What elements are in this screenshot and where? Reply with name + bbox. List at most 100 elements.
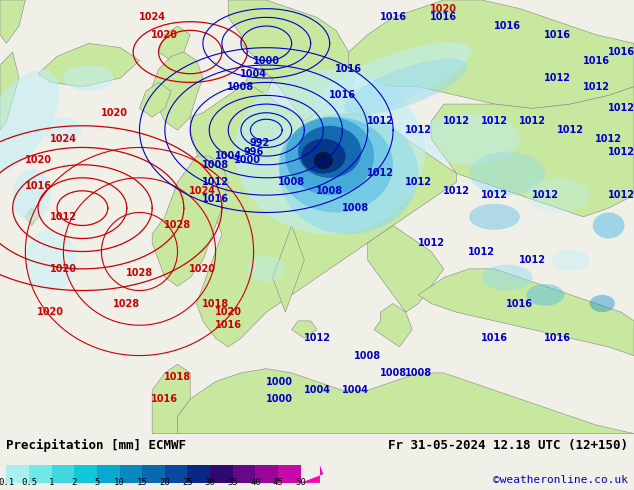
Text: 1012: 1012 [532, 190, 559, 200]
Ellipse shape [63, 65, 114, 91]
Polygon shape [273, 225, 304, 312]
Ellipse shape [298, 126, 361, 178]
Text: 1020: 1020 [101, 108, 127, 118]
Text: Fr 31-05-2024 12.18 UTC (12+150): Fr 31-05-2024 12.18 UTC (12+150) [387, 439, 628, 452]
Bar [29, 466, 51, 483]
Bar [278, 466, 301, 483]
Text: 1012: 1012 [595, 134, 622, 144]
Text: 1012: 1012 [418, 238, 444, 248]
Polygon shape [241, 70, 273, 104]
Text: 1016: 1016 [202, 195, 229, 204]
Ellipse shape [44, 117, 82, 143]
Text: 1012: 1012 [608, 190, 634, 200]
Text: 1012: 1012 [519, 117, 546, 126]
Polygon shape [0, 52, 19, 130]
Polygon shape [152, 52, 203, 130]
Text: 1012: 1012 [50, 212, 77, 222]
Bar [256, 466, 278, 483]
Ellipse shape [482, 265, 533, 291]
Text: 1000: 1000 [234, 155, 261, 166]
Text: 1016: 1016 [380, 12, 406, 23]
Text: 1016: 1016 [583, 56, 609, 66]
Text: 1012: 1012 [367, 169, 394, 178]
Ellipse shape [469, 204, 520, 230]
Polygon shape [158, 26, 190, 61]
Bar [165, 466, 188, 483]
Text: 1016: 1016 [608, 47, 634, 57]
Bar [6, 466, 29, 483]
Text: 1016: 1016 [545, 333, 571, 343]
Text: 1000: 1000 [266, 394, 292, 404]
Text: 1028: 1028 [126, 268, 153, 278]
Ellipse shape [526, 178, 590, 213]
Text: 25: 25 [182, 478, 193, 487]
Text: 1008: 1008 [342, 203, 368, 213]
Text: ©weatheronline.co.uk: ©weatheronline.co.uk [493, 475, 628, 486]
Text: 992: 992 [250, 138, 270, 148]
Text: 1008: 1008 [380, 368, 406, 378]
Ellipse shape [279, 113, 418, 234]
Text: 1012: 1012 [405, 177, 432, 187]
Text: 1008: 1008 [202, 160, 229, 170]
Text: 1012: 1012 [519, 255, 546, 265]
Text: 1016: 1016 [329, 90, 356, 100]
Ellipse shape [469, 152, 545, 195]
Text: 1012: 1012 [443, 186, 470, 196]
Text: 1024: 1024 [139, 12, 165, 23]
Text: 10: 10 [114, 478, 125, 487]
Polygon shape [190, 87, 456, 347]
Polygon shape [38, 44, 139, 87]
Text: 1004: 1004 [304, 385, 330, 395]
Ellipse shape [247, 256, 285, 282]
Polygon shape [368, 225, 444, 312]
Ellipse shape [25, 230, 76, 291]
Text: 1016: 1016 [481, 333, 508, 343]
Polygon shape [139, 82, 171, 117]
Text: 1012: 1012 [405, 125, 432, 135]
Ellipse shape [13, 169, 51, 221]
Text: 1012: 1012 [304, 333, 330, 343]
Text: 45: 45 [273, 478, 283, 487]
Polygon shape [301, 466, 323, 483]
Polygon shape [431, 87, 634, 217]
Bar [188, 466, 210, 483]
Text: 1012: 1012 [557, 125, 584, 135]
Text: 1004: 1004 [215, 151, 242, 161]
Bar [120, 466, 142, 483]
Ellipse shape [314, 152, 333, 169]
Bar [142, 466, 165, 483]
Text: 2: 2 [72, 478, 77, 487]
Text: 1012: 1012 [202, 177, 229, 187]
Text: 0.1: 0.1 [0, 478, 15, 487]
Bar [97, 466, 120, 483]
Text: 1020: 1020 [152, 30, 178, 40]
Polygon shape [152, 364, 190, 434]
Text: 1008: 1008 [228, 82, 254, 92]
Ellipse shape [235, 70, 425, 234]
Text: 1012: 1012 [367, 117, 394, 126]
Text: 1000: 1000 [266, 377, 292, 387]
Text: 1028: 1028 [113, 298, 140, 309]
Text: 1016: 1016 [430, 12, 457, 23]
Text: 1016: 1016 [545, 30, 571, 40]
Text: 1020: 1020 [430, 3, 457, 14]
Text: 0.5: 0.5 [21, 478, 37, 487]
Polygon shape [0, 0, 25, 44]
Text: 40: 40 [250, 478, 261, 487]
Text: 1016: 1016 [335, 64, 362, 74]
Text: 996: 996 [243, 147, 264, 157]
Text: 1008: 1008 [316, 186, 343, 196]
Text: 30: 30 [205, 478, 216, 487]
Text: 1008: 1008 [405, 368, 432, 378]
Text: 20: 20 [160, 478, 170, 487]
Text: 35: 35 [228, 478, 238, 487]
Ellipse shape [526, 284, 564, 306]
Text: 1012: 1012 [443, 117, 470, 126]
Text: 1004: 1004 [240, 69, 267, 79]
Text: 1018: 1018 [202, 298, 229, 309]
Text: 1018: 1018 [164, 372, 191, 382]
Text: 1028: 1028 [164, 220, 191, 230]
Text: 1016: 1016 [152, 394, 178, 404]
Text: 1016: 1016 [507, 298, 533, 309]
Bar [74, 466, 97, 483]
